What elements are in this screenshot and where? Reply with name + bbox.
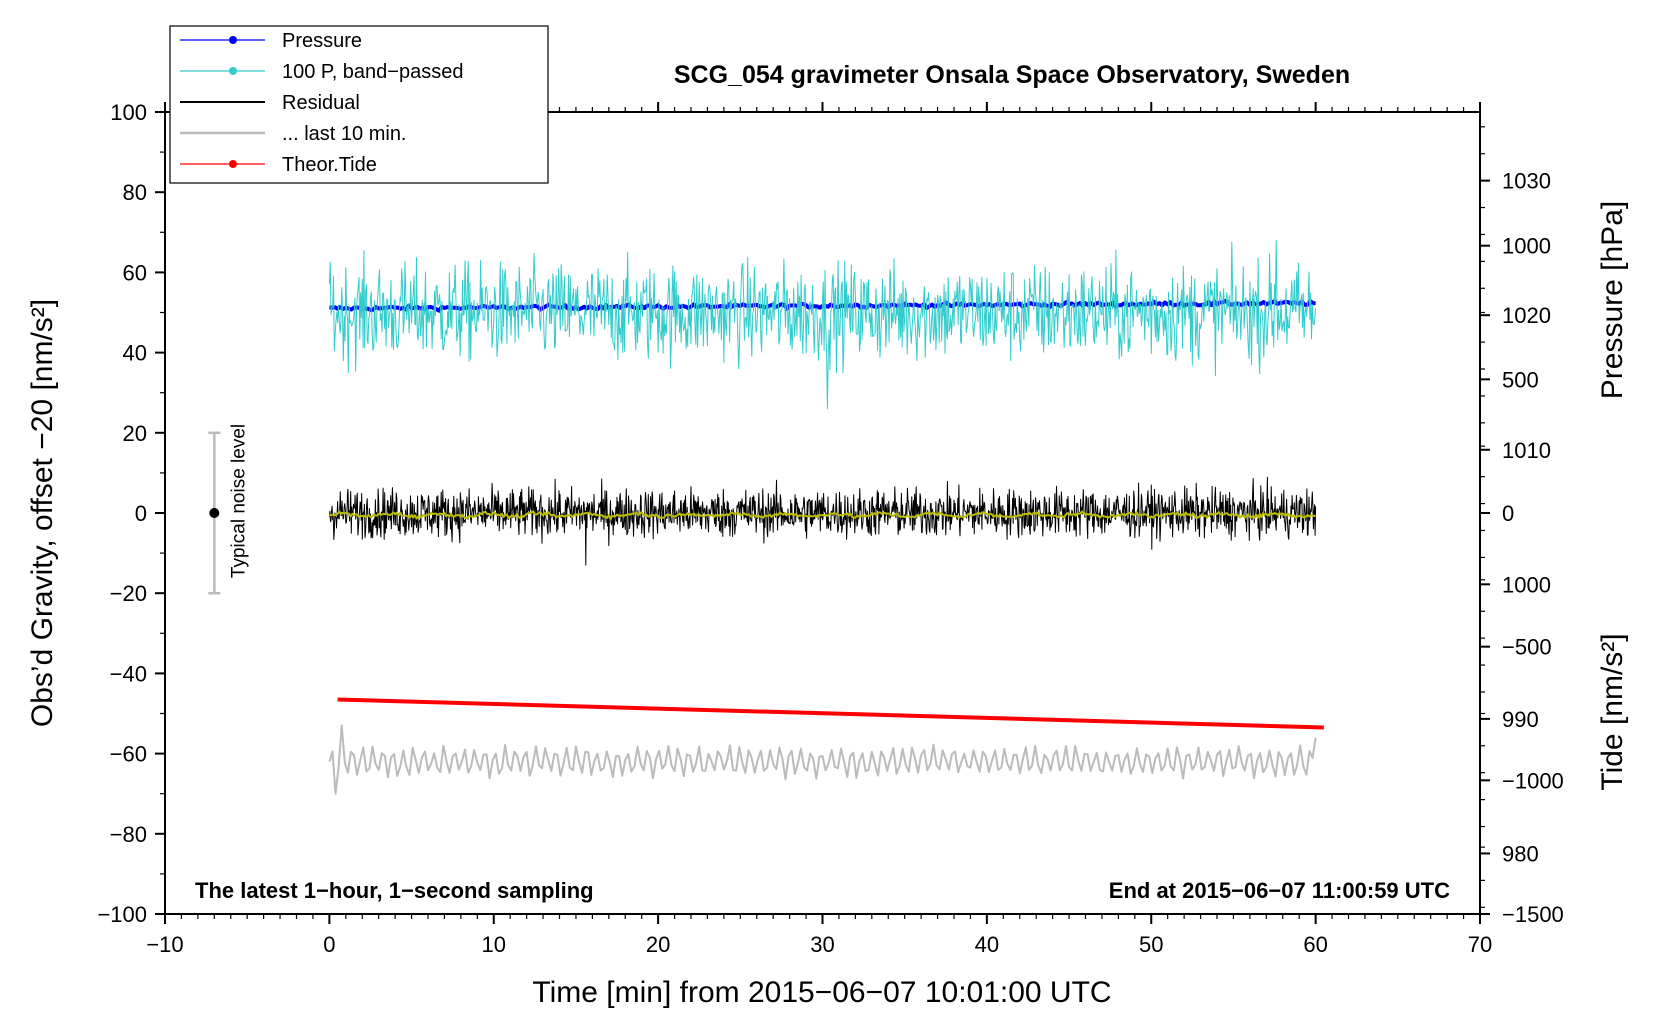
pressure-tick-label: 1030 [1502,169,1551,194]
legend-item: Pressure [180,30,362,52]
legend-item: ... last 10 min. [180,123,407,145]
x-tick-label: 70 [1468,932,1492,957]
series-residual [328,476,1317,566]
pressure-tick-label: 980 [1502,841,1539,866]
y-tick-label: 0 [135,501,147,526]
annotation-sampling: The latest 1−hour, 1−second sampling [195,878,594,903]
legend-item: Theor.Tide [180,154,377,176]
y-tick-label: 80 [123,180,147,205]
x-tick-label: −10 [146,932,183,957]
y-tick-label: 60 [123,260,147,285]
tide-tick-label: 0 [1502,501,1514,526]
y-tick-label: −80 [110,822,147,847]
y-axis-label-tide: Tide [nm/s²] [1596,633,1629,790]
x-tick-label: 50 [1139,932,1163,957]
legend-label: Pressure [282,30,362,52]
x-tick-label: 0 [323,932,335,957]
x-axis-ticks: −10 0 10 20 30 40 50 60 70 [146,102,1492,957]
tide-tick-label: 500 [1502,367,1539,392]
typical-noise-level: Typical noise level [208,424,249,595]
tide-tick-label: −500 [1502,635,1552,660]
noise-level-label: Typical noise level [228,424,249,578]
pressure-tick-label: 1020 [1502,303,1551,328]
legend-label: Theor.Tide [282,154,377,176]
pressure-axis-ticks: 1030 1020 1010 1000 990 980 [1480,126,1551,908]
annotation-end-time: End at 2015−06−07 11:00:59 UTC [1109,878,1450,903]
series-residual-smoothed [328,510,1316,520]
series-theoretical-tide [337,697,1324,730]
series-last-10-min [328,724,1317,795]
legend-marker [229,36,237,44]
legend-box [169,25,549,184]
pressure-tick-label: 1000 [1502,572,1551,597]
tide-axis-ticks: 1000 500 0 −500 −1000 −1500 [1480,234,1564,927]
x-tick-label: 30 [810,932,834,957]
y-axis-ticks: 100 80 60 40 20 0 −20 −40 −60 −80 −100 [97,100,165,927]
legend-item: 100 P, band−passed [180,61,463,83]
legend-label: ... last 10 min. [282,123,407,145]
y-tick-label: 20 [123,421,147,446]
legend-marker [229,67,237,75]
pressure-tick-label: 1010 [1502,438,1551,463]
x-tick-label: 10 [482,932,506,957]
y-tick-label: 40 [123,341,147,366]
y-tick-label: −60 [110,742,147,767]
y-tick-label: −40 [110,661,147,686]
legend-label: Residual [282,92,360,114]
y-axis-label-pressure: Pressure [hPa] [1596,201,1629,399]
chart-title: SCG_054 gravimeter Onsala Space Observat… [674,61,1350,89]
x-tick-label: 20 [646,932,670,957]
legend-marker [229,160,237,168]
x-tick-label: 40 [975,932,999,957]
tide-tick-label: −1500 [1502,902,1564,927]
tide-tick-label: −1000 [1502,768,1564,793]
x-tick-label: 60 [1303,932,1327,957]
series-band-passed-pressure [328,239,1317,410]
legend: Pressure 100 P, band−passed Residual ... la… [169,25,549,184]
series-layer [328,239,1324,795]
tide-tick-label: 1000 [1502,234,1551,259]
x-axis-label: Time [min] from 2015−06−07 10:01:00 UTC [532,976,1111,1009]
y-axis-label-left: Obs’d Gravity, offset −20 [nm/s²] [26,299,59,727]
pressure-tick-label: 990 [1502,707,1539,732]
y-tick-label: 100 [110,100,147,125]
legend-label: 100 P, band−passed [282,61,463,83]
legend-item: Residual [180,92,360,114]
y-tick-label: −20 [110,581,147,606]
noise-level-dot [209,508,220,518]
y-tick-label: −100 [97,902,147,927]
